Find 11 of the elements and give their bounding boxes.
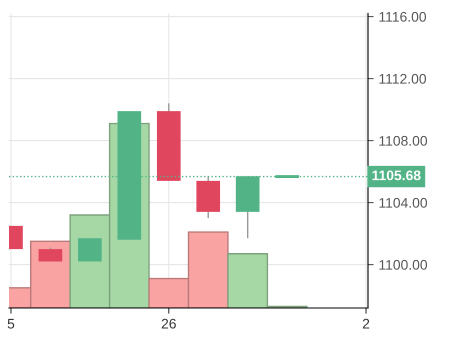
y-tick-label: 1116.00	[379, 12, 426, 22]
y-tick-label: 1108.00	[379, 136, 428, 146]
y-tick-label: 1112.00	[379, 74, 426, 84]
candlestick	[78, 238, 102, 262]
ref-line-label: 1105.68	[372, 170, 421, 180]
x-tick-label: 26	[162, 318, 176, 329]
candlestick	[38, 246, 62, 262]
y-tick-label: 1100.00	[379, 260, 428, 270]
x-tick-label: 2	[362, 318, 370, 328]
x-tick-label: 5	[8, 318, 14, 329]
y-tick-label: 1104.00	[379, 198, 428, 208]
